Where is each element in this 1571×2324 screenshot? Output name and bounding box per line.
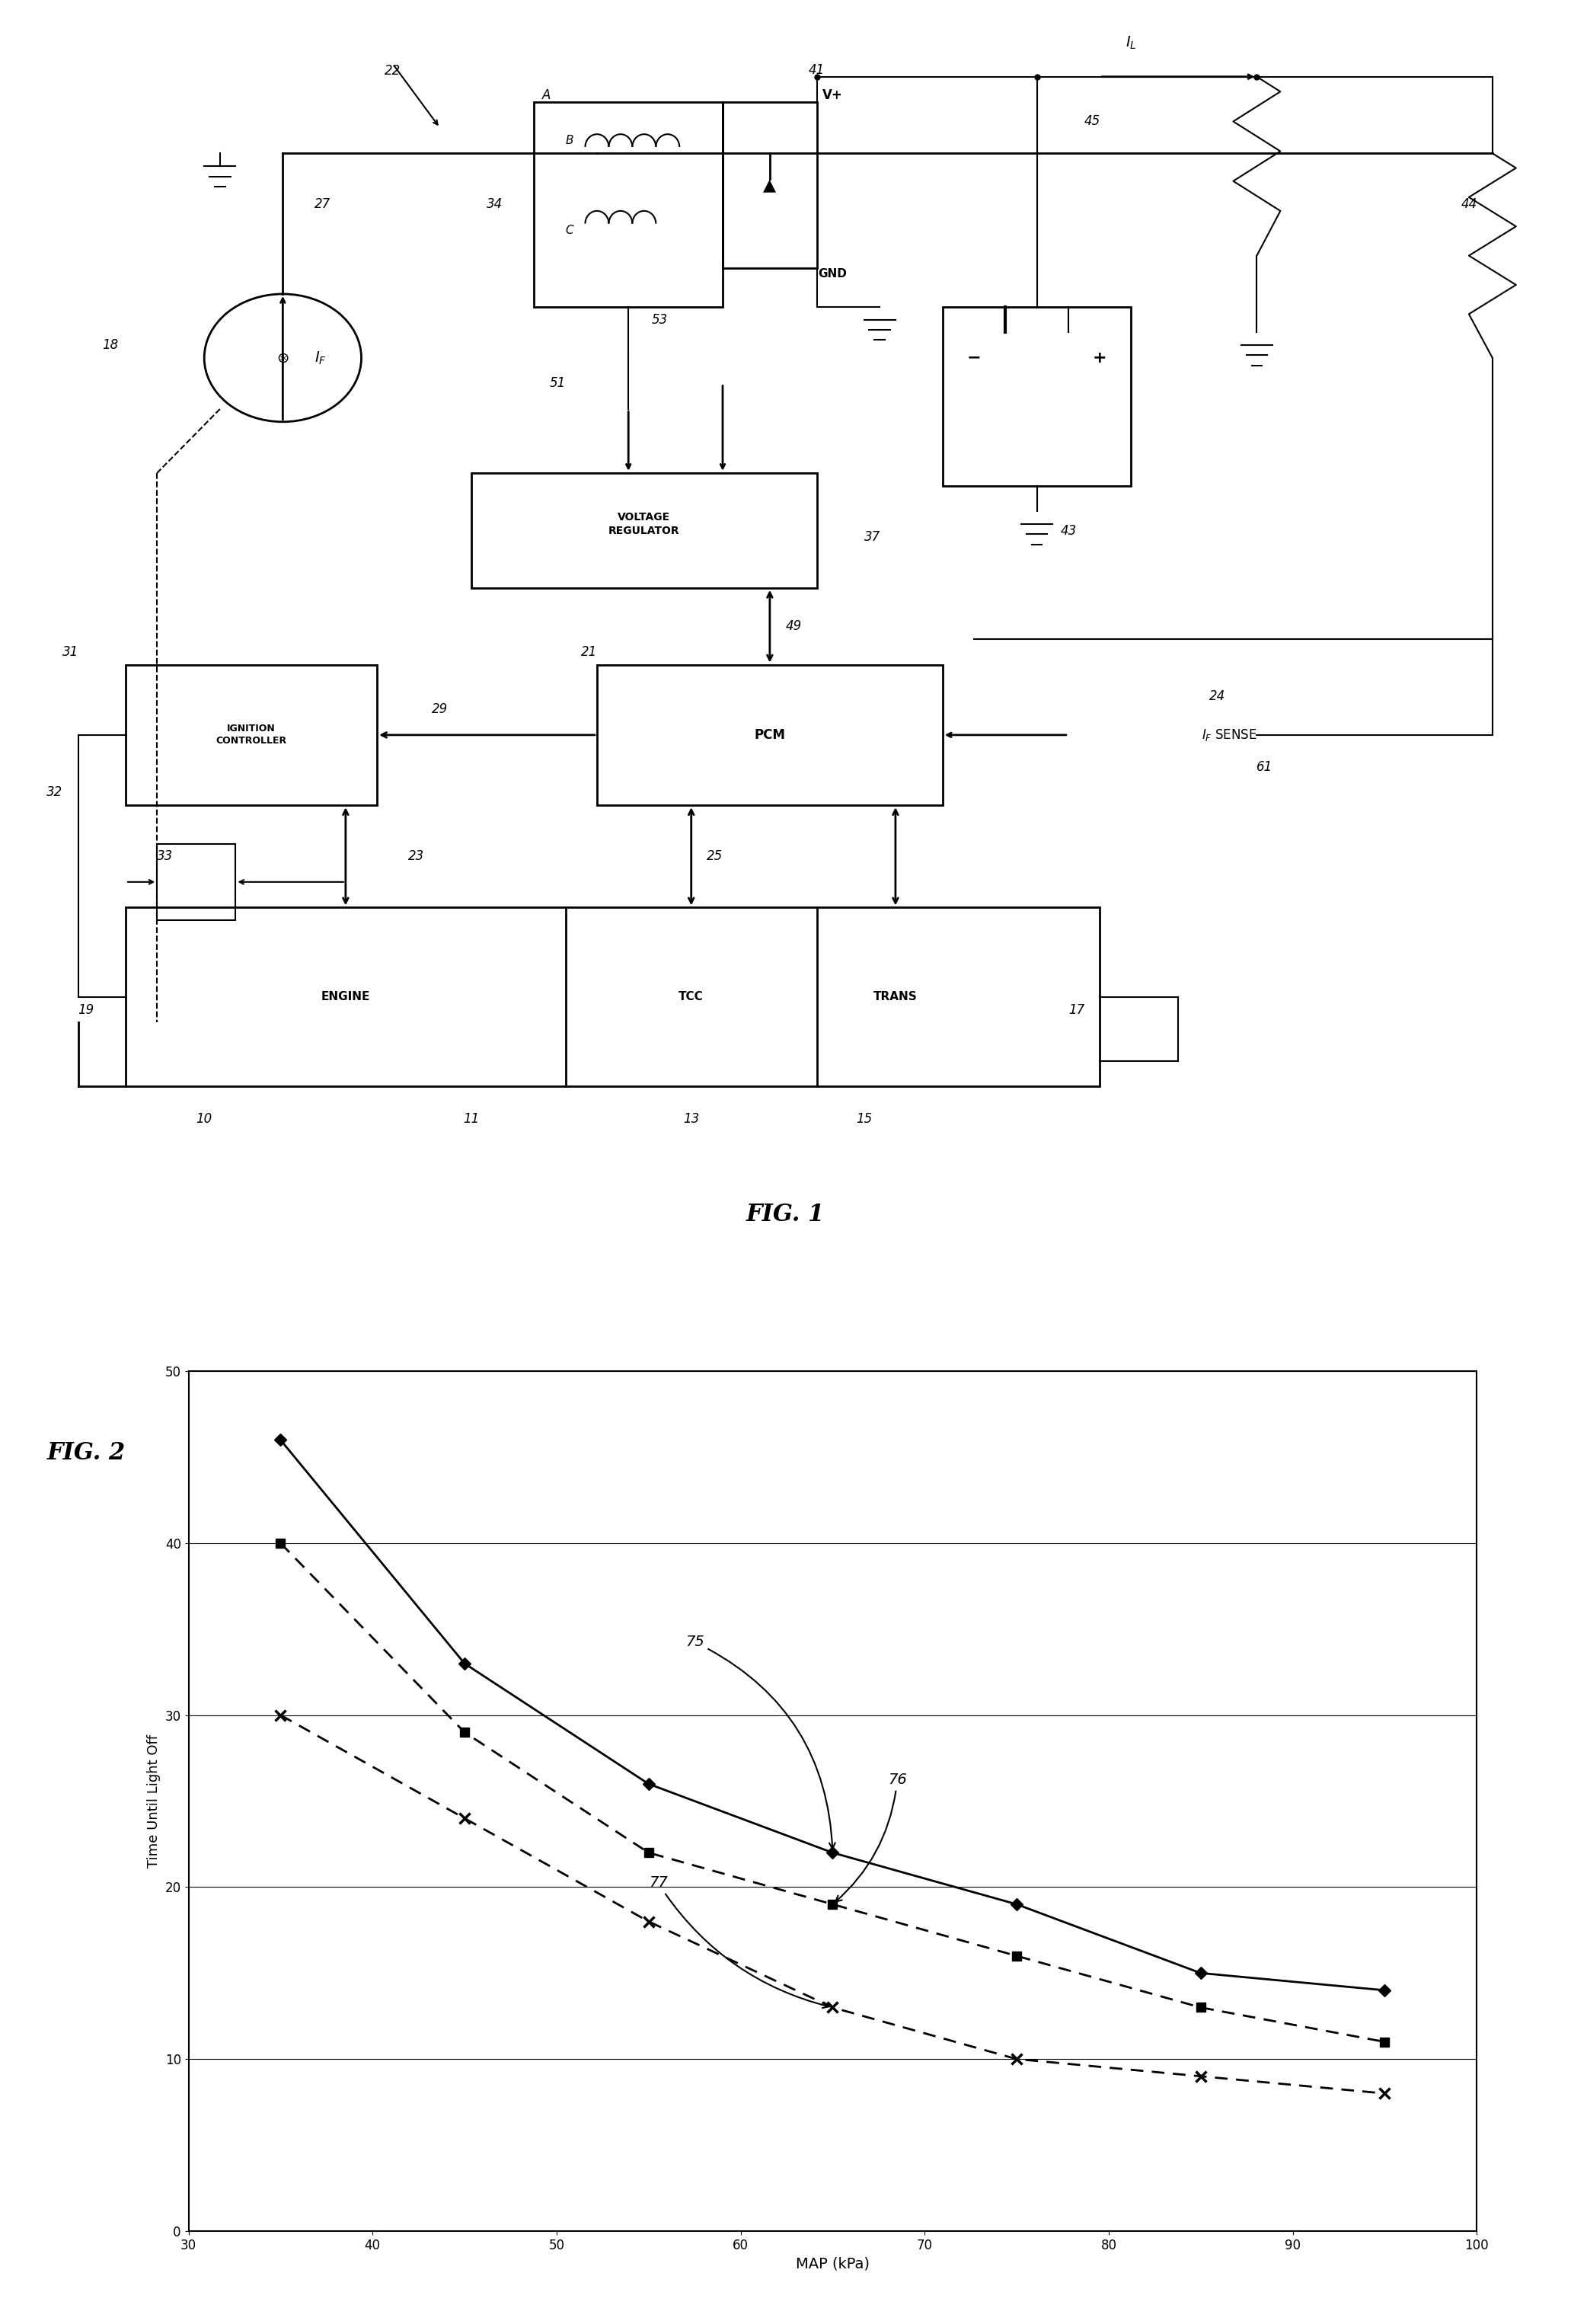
Text: ▲: ▲ — [764, 177, 776, 193]
75 — [639, 1771, 658, 1799]
Text: 49: 49 — [786, 621, 801, 632]
77 — [456, 1803, 474, 1831]
77 — [1007, 2045, 1026, 2073]
Line: 76: 76 — [276, 1538, 1389, 2045]
Text: 34: 34 — [487, 198, 503, 211]
Text: 10: 10 — [196, 1111, 212, 1125]
75 — [1007, 1889, 1026, 1917]
Text: 24: 24 — [1210, 690, 1225, 702]
Text: 41: 41 — [809, 63, 825, 77]
Text: 43: 43 — [1060, 525, 1076, 537]
Text: FIG. 2: FIG. 2 — [47, 1441, 126, 1464]
Bar — [471, 472, 817, 588]
Text: TRANS: TRANS — [873, 992, 917, 1002]
75 — [272, 1427, 291, 1455]
Text: 77: 77 — [649, 1875, 829, 2008]
Bar — [157, 844, 236, 920]
Text: 15: 15 — [856, 1111, 872, 1125]
Text: 76: 76 — [836, 1773, 906, 1901]
Text: 53: 53 — [652, 314, 668, 325]
Y-axis label: Time Until Light Off: Time Until Light Off — [148, 1734, 160, 1868]
Text: 17: 17 — [1068, 1004, 1084, 1016]
Text: A: A — [542, 88, 551, 102]
Bar — [723, 102, 817, 267]
76 — [823, 1889, 842, 1917]
Text: 33: 33 — [157, 851, 173, 862]
75 — [1191, 1959, 1210, 1987]
Text: 21: 21 — [581, 646, 597, 658]
Text: 13: 13 — [683, 1111, 699, 1125]
Text: 25: 25 — [707, 851, 723, 862]
Line: 77: 77 — [275, 1710, 1390, 2099]
75 — [456, 1650, 474, 1678]
Text: 22: 22 — [385, 65, 401, 77]
Text: ⊛: ⊛ — [276, 351, 289, 365]
76 — [1375, 2029, 1393, 2057]
Text: 19: 19 — [79, 1004, 94, 1016]
Text: GND: GND — [818, 267, 847, 279]
Text: 75: 75 — [685, 1634, 836, 1850]
Text: 23: 23 — [408, 851, 424, 862]
Text: −: − — [966, 351, 982, 365]
77 — [1375, 2080, 1393, 2108]
Text: 11: 11 — [463, 1111, 479, 1125]
Text: 44: 44 — [1461, 198, 1477, 211]
Text: C: C — [566, 225, 573, 235]
Line: 75: 75 — [276, 1436, 1389, 1994]
Text: +: + — [1092, 351, 1108, 365]
77 — [823, 1994, 842, 2022]
76 — [456, 1717, 474, 1745]
Text: 18: 18 — [102, 339, 118, 351]
75 — [823, 1838, 842, 1866]
Text: B: B — [566, 135, 573, 146]
77 — [639, 1908, 658, 1936]
Text: FIG. 1: FIG. 1 — [746, 1202, 825, 1227]
76 — [1191, 1994, 1210, 2022]
Text: 32: 32 — [47, 786, 63, 799]
Text: 61: 61 — [1257, 760, 1273, 774]
Text: 29: 29 — [432, 702, 448, 716]
Text: IGNITION
CONTROLLER: IGNITION CONTROLLER — [215, 723, 287, 746]
Text: 45: 45 — [1084, 114, 1100, 128]
Bar — [126, 909, 1100, 1088]
Text: 27: 27 — [314, 198, 330, 211]
Text: 31: 31 — [63, 646, 79, 658]
77 — [1191, 2061, 1210, 2089]
Text: $I_F$ SENSE: $I_F$ SENSE — [1202, 727, 1257, 744]
76 — [639, 1838, 658, 1866]
76 — [1007, 1943, 1026, 1971]
Text: $I_L$: $I_L$ — [1125, 35, 1137, 51]
Text: V+: V+ — [823, 88, 842, 102]
Bar — [126, 665, 377, 804]
Text: ENGINE: ENGINE — [320, 992, 371, 1002]
76 — [272, 1529, 291, 1557]
Text: TCC: TCC — [679, 992, 704, 1002]
Bar — [943, 307, 1131, 486]
77 — [272, 1701, 291, 1729]
Bar — [534, 102, 723, 307]
Bar — [597, 665, 943, 804]
Text: 51: 51 — [550, 376, 566, 390]
Text: PCM: PCM — [754, 727, 786, 741]
Text: VOLTAGE
REGULATOR: VOLTAGE REGULATOR — [608, 511, 680, 537]
Text: $I_F$: $I_F$ — [314, 351, 327, 365]
X-axis label: MAP (kPa): MAP (kPa) — [795, 2257, 870, 2271]
Text: 37: 37 — [864, 530, 880, 544]
75 — [1375, 1975, 1393, 2003]
